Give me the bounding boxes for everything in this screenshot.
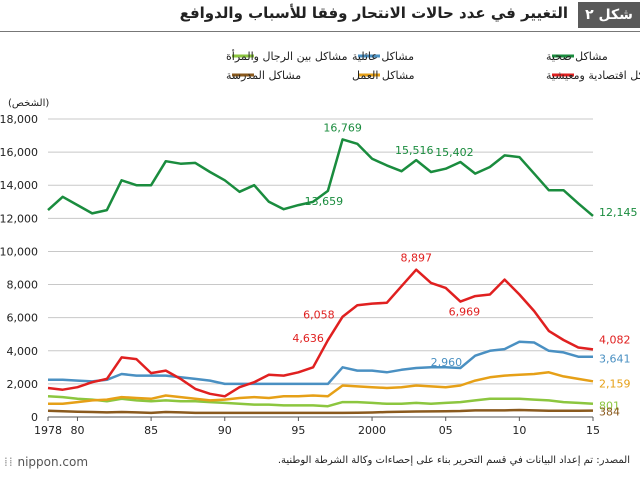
data-label: 15,516 [395, 144, 434, 157]
x-tick-label: 90 [218, 424, 232, 437]
publisher-logo: ⁞⁞ nippon.com [4, 455, 88, 469]
series-line [48, 371, 594, 406]
data-label: 12,145 [599, 206, 638, 219]
source-note: المصدر: تم إعداد البيانات في قسم التحرير… [277, 455, 630, 466]
line-chart: مشاكل صحية مشاكل عائلية مشاكل بين الرجال و… [0, 49, 640, 437]
x-tick-label: 95 [291, 424, 305, 437]
figure-badge: شكل ٢ [578, 2, 640, 28]
legend-label: مشاكل صحية [546, 50, 608, 63]
series-line [47, 408, 594, 415]
data-label: 384 [599, 406, 620, 419]
data-label: 15,402 [435, 146, 474, 159]
header-divider [0, 31, 640, 32]
chart-title: التغيير في عدد حالات الانتحار وفقا للأسب… [179, 4, 568, 22]
data-label: 8,897 [400, 252, 432, 265]
data-label: 13,659 [305, 195, 344, 208]
y-tick-label: 10,000 [0, 245, 38, 258]
y-tick-label: 12,000 [0, 212, 38, 225]
series-line [47, 138, 594, 217]
series-line [47, 395, 594, 408]
legend-label: مشاكل المدرسة [226, 69, 301, 82]
data-label: 4,082 [599, 333, 631, 346]
x-tick-label: 1978 [34, 424, 62, 437]
y-tick-label: 14,000 [0, 179, 38, 192]
logo-text: nippon.com [17, 455, 89, 469]
y-tick-label: 0 [31, 411, 38, 424]
y-tick-label: 4,000 [7, 345, 39, 358]
legend-label: مشاكل اقتصادية ومعيشية [546, 69, 640, 82]
legend-label: مشاكل العمل [352, 69, 415, 82]
y-tick-label: 6,000 [7, 312, 39, 325]
data-label: 3,641 [599, 353, 631, 366]
y-axis-unit: (الشخص) [8, 98, 49, 109]
x-tick-label: 85 [144, 424, 158, 437]
y-tick-label: 18,000 [0, 113, 38, 126]
x-tick-label: 2000 [358, 424, 386, 437]
data-label: 16,769 [323, 121, 362, 134]
logo-dots-icon: ⁞⁞ [4, 455, 14, 469]
legend-label: مشاكل عائلية [352, 50, 414, 63]
x-tick-label: 80 [70, 424, 84, 437]
data-label: 4,636 [292, 332, 324, 345]
data-label: 2,159 [599, 377, 631, 390]
data-label: 2,960 [431, 356, 463, 369]
y-tick-label: 8,000 [7, 279, 39, 292]
y-tick-label: 2,000 [7, 378, 39, 391]
data-label: 6,969 [449, 306, 481, 319]
x-tick-label: 10 [512, 424, 526, 437]
series-line [48, 340, 593, 386]
series-line [47, 268, 594, 398]
legend-label: مشاكل بين الرجال والمرأة [226, 49, 348, 63]
x-tick-label: 15 [586, 424, 600, 437]
data-label: 6,058 [303, 309, 335, 322]
y-tick-label: 16,000 [0, 146, 38, 159]
data-label: 801 [599, 400, 620, 413]
header: شكل ٢ التغيير في عدد حالات الانتحار وفقا… [0, 0, 640, 30]
x-tick-label: 05 [439, 424, 453, 437]
